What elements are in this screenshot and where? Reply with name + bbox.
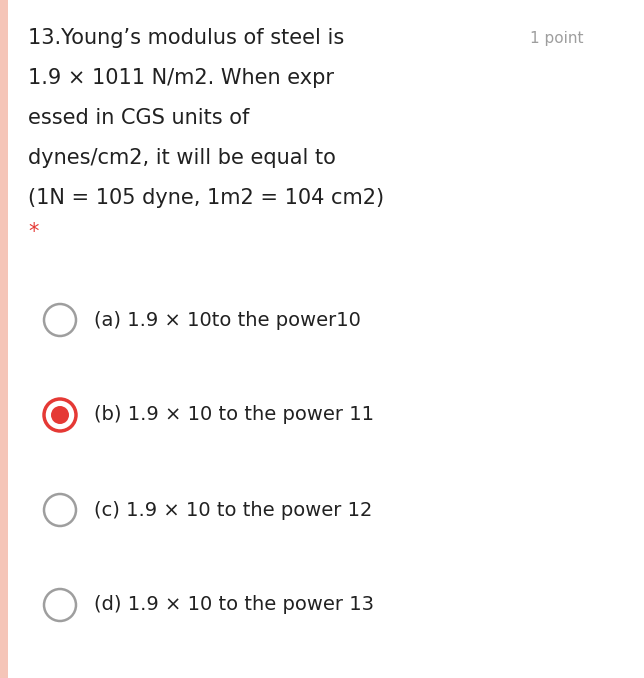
Text: 1.9 × 1011 N/m2. When expr: 1.9 × 1011 N/m2. When expr	[28, 68, 334, 88]
Text: 13.Young’s modulus of steel is: 13.Young’s modulus of steel is	[28, 28, 345, 48]
Text: (1N = 105 dyne, 1m2 = 104 cm2): (1N = 105 dyne, 1m2 = 104 cm2)	[28, 188, 384, 208]
Text: *: *	[28, 222, 39, 242]
Circle shape	[51, 406, 69, 424]
Text: (c) 1.9 × 10 to the power 12: (c) 1.9 × 10 to the power 12	[94, 500, 372, 519]
Text: (a) 1.9 × 10to the power10: (a) 1.9 × 10to the power10	[94, 311, 361, 330]
Bar	[0, 0, 8, 678]
Text: dynes/cm2, it will be equal to: dynes/cm2, it will be equal to	[28, 148, 336, 168]
Text: essed in CGS units of: essed in CGS units of	[28, 108, 249, 128]
Text: (d) 1.9 × 10 to the power 13: (d) 1.9 × 10 to the power 13	[94, 595, 374, 614]
Text: (b) 1.9 × 10 to the power 11: (b) 1.9 × 10 to the power 11	[94, 405, 374, 424]
Text: 1 point: 1 point	[530, 31, 583, 45]
